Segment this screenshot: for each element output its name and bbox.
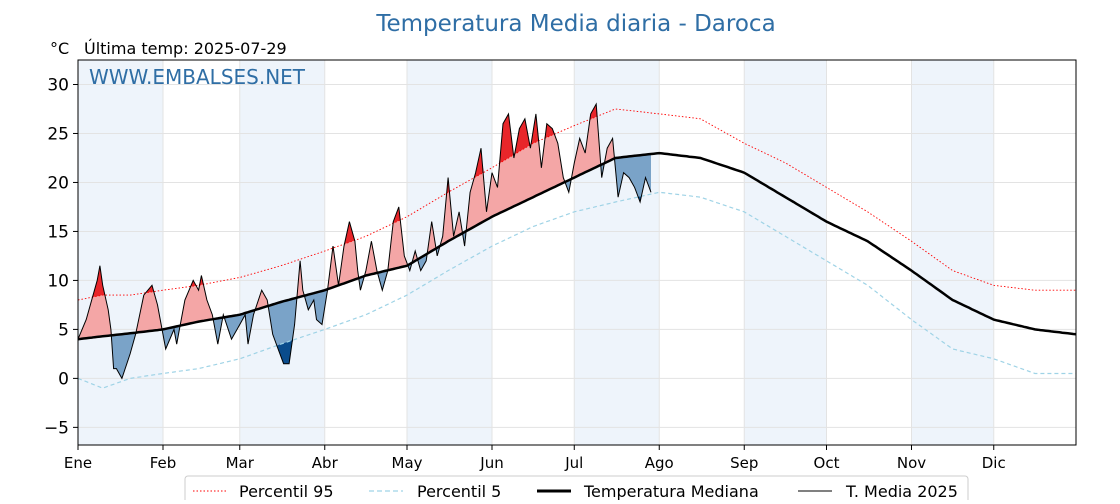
x-tick-label: Jun: [479, 454, 503, 472]
y-tick-label: −5: [44, 418, 69, 438]
x-tick-label: May: [392, 454, 423, 472]
y-tick-label: 5: [58, 320, 69, 340]
legend-frame: [184, 475, 969, 504]
chart-title: Temperatura Media diaria - Daroca: [375, 11, 775, 37]
month-shade-5: [911, 60, 994, 445]
month-shade-4: [744, 60, 827, 445]
legend-label-p95: Percentil 95: [239, 482, 334, 500]
y-tick-label: 30: [47, 75, 69, 95]
below-median-fill: [78, 154, 651, 379]
series-line-t-media-2025: [78, 102, 652, 380]
axes: −5 0 5 10 15 20 25 30 Ene Feb Mar Abr May Jun Jul Ago Se…: [44, 75, 1006, 472]
y-tick-label: 15: [47, 222, 69, 242]
y-tick-label: 10: [47, 271, 69, 291]
x-tick-label: Oct: [814, 454, 840, 472]
month-shade-0: [78, 60, 163, 445]
x-tick-label: Ago: [645, 454, 674, 472]
month-shade-3: [574, 60, 660, 445]
legend: Percentil 95 Percentil 5 Temperatura Med…: [184, 475, 969, 504]
watermark: WWW.EMBALSES.NET: [89, 65, 306, 89]
x-tick-label: Jul: [564, 454, 583, 472]
above-median-fill: [78, 104, 651, 340]
x-tick-label: Mar: [226, 454, 255, 472]
above-p95-fill: [78, 104, 651, 300]
legend-label-p5: Percentil 5: [417, 482, 501, 500]
x-tick-label: Nov: [897, 454, 926, 472]
x-tick-label: Ene: [64, 454, 92, 472]
anomaly-fills: [78, 104, 651, 389]
x-tick-label: Dic: [982, 454, 1006, 472]
legend-label-median: Temperatura Mediana: [583, 482, 759, 500]
series-lines: [78, 102, 1076, 389]
y-tick-label: 20: [47, 173, 69, 193]
x-tick-label: Feb: [150, 454, 177, 472]
month-shading: [78, 60, 994, 445]
month-shade-2: [407, 60, 493, 445]
x-tick-label: Sep: [730, 454, 758, 472]
series-line-percentil-95: [78, 108, 1076, 301]
legend-label-current: T. Media 2025: [845, 482, 958, 500]
series-line-percentil-5: [78, 191, 1076, 389]
grid-lines: [78, 60, 1076, 445]
y-tick-label: 0: [58, 369, 69, 389]
y-tick-label: 25: [47, 124, 69, 144]
series-line-temperatura-mediana: [78, 151, 1076, 341]
month-shade-1: [239, 60, 325, 445]
x-tick-label: Abr: [312, 454, 339, 472]
y-unit-label: °C: [50, 39, 69, 58]
last-update-label: Última temp: 2025-07-29: [84, 39, 287, 58]
plot-frame: [77, 59, 1077, 446]
